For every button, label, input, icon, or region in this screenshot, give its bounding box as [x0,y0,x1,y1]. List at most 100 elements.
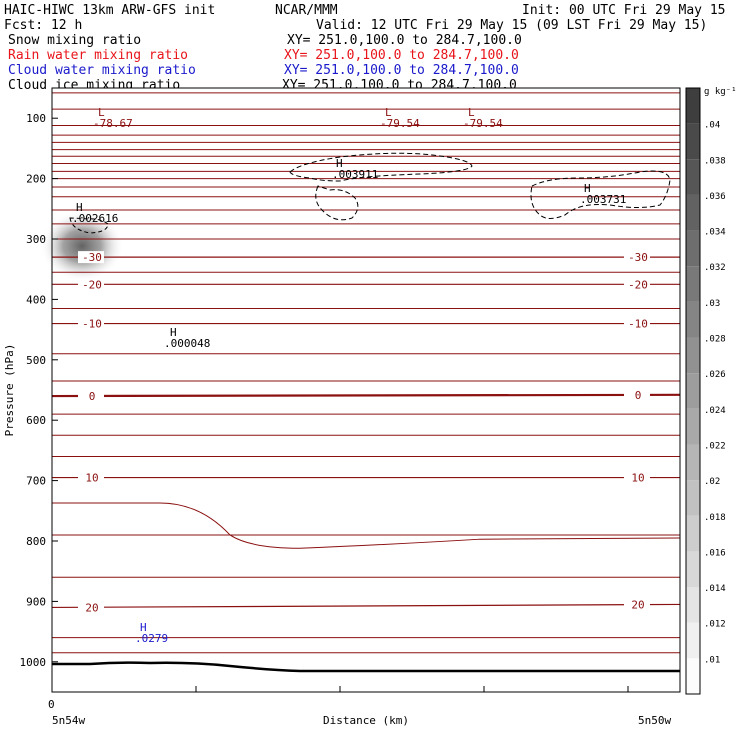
x-axis: 0 5n54w 5n50w Distance (km) [48,686,671,727]
ice-contour-right [530,170,671,219]
y-tick-label: 1000 [20,656,47,669]
colorbar-level: .026 [704,370,726,380]
contour-label-bg [78,251,104,264]
y-tick-label: 500 [26,354,46,367]
colorbar-level: .032 [704,263,726,273]
colorbar-cell [686,194,700,231]
contour-label-bg [624,471,650,484]
colorbar-level: .01 [704,655,720,665]
legend-xy-snow: XY= 251.0,100.0 to 284.7,100.0 [287,33,522,48]
colorbar-cell [686,337,700,374]
colorbar-unit: g kg⁻¹ [704,87,737,97]
colorbar-level: .02 [704,477,720,487]
temperature-contours: -30 -30 -20 -20 -10 -10 0 0 10 10 20 20 [51,251,681,614]
legend-label-snow: Snow mixing ratio [8,33,141,48]
valid-time: Valid: 12 UTC Fri 29 May 15 (09 LST Fri … [316,18,707,33]
forecast-hour: Fcst: 12 h [4,18,82,33]
legend-label-cloud-water: Cloud water mixing ratio [8,63,196,78]
y-tick-label: 800 [26,535,46,548]
colorbar-level: .018 [704,513,726,523]
colorbar-cell [686,480,700,516]
colorbar-cell [686,123,700,160]
figure-title: HAIC-HIWC 13km ARW-GFS init [4,3,215,18]
colorbar-level: .03 [704,299,720,309]
colorbar-level: .04 [704,121,720,131]
colorbar-cell [686,408,700,445]
init-time: Init: 00 UTC Fri 29 May 15 [522,3,726,18]
extreme-value-4: .002616 [72,212,118,225]
y-axis: 100 200 300 400 500 600 700 800 900 1000 [20,112,58,669]
contour-label: 10 [631,472,644,485]
colorbar-cell [686,230,700,267]
extreme-type-1: L [98,106,105,119]
extreme-labels: L -78.67 L -79.54 L -79.54 H .002616 H .… [72,106,626,645]
colorbar-cell [686,515,700,552]
contour-label: 20 [85,601,98,614]
y-axis-title: Pressure (hPa) [3,344,16,437]
contour-label: -10 [628,318,648,331]
legend-xy-cloud-water: XY= 251.0,100.0 to 284.7,100.0 [284,63,519,78]
extreme-value-3: -79.54 [463,117,503,130]
contour-label: 0 [89,390,96,403]
y-tick-label: 400 [26,293,46,306]
extreme-value-8: .0279 [135,632,168,645]
extreme-value-2: -79.54 [380,117,420,130]
x-end-label-right: 5n50w [638,714,671,727]
contour-label: 0 [635,389,642,402]
contour-label: -10 [82,318,102,331]
y-tick-label: 600 [26,414,46,427]
contour-label: -20 [82,278,102,291]
colorbar-cell [686,551,700,588]
colorbar-cell [686,587,700,623]
colorbar-level: .038 [704,156,726,166]
extreme-type-4: H [76,201,83,214]
x-end-label-left: 5n54w [52,714,85,727]
header: HAIC-HIWC 13km ARW-GFS init NCAR/MMM Ini… [4,3,726,93]
y-tick-label: 200 [26,173,46,186]
colorbar-cells: .01 .012 .014 .016 .018 .02 .022 .024 .026 .028 .0… [686,88,726,694]
terrain-line [52,661,680,673]
colorbar-cell [686,266,700,302]
legend-label-rain: Rain water mixing ratio [8,48,188,63]
extreme-type-2: L [385,106,392,119]
extreme-type-6: H [584,182,591,195]
colorbar-level: .016 [704,548,726,558]
extreme-value-5: .003911 [332,168,378,181]
extreme-value-6: .003731 [580,193,626,206]
x-tick-label-0: 0 [48,698,55,711]
colorbar-level: .036 [704,192,726,202]
plot-frame [51,87,681,693]
extreme-type-7: H [170,326,177,339]
extreme-value-1: -78.67 [93,117,133,130]
contour-label-bg [78,278,104,291]
colorbar-level: .022 [704,441,726,451]
contour-label-bg [624,598,650,611]
colorbar-level: .014 [704,584,726,594]
y-tick-label: 900 [26,595,46,608]
temperature-contour [51,603,681,609]
extreme-type-3: L [468,106,475,119]
colorbar-level: .034 [704,228,726,238]
colorbar: g kg⁻¹ .01 .012 .014 .016 .018 .02 .022 .024 .02… [685,87,737,695]
colorbar-level: .012 [704,620,726,630]
colorbar-cell [686,444,700,481]
contour-label-bg [624,251,650,264]
x-axis-title: Distance (km) [323,714,409,727]
snow-shading [40,210,124,282]
contour-label-bg [78,317,104,330]
colorbar-cell [686,301,700,338]
colorbar-level: .028 [704,335,726,345]
contour-label: 10 [85,472,98,485]
extreme-value-7: .000048 [164,337,210,350]
ice-contour-center-lower [315,185,359,221]
contour-label: 20 [631,598,644,611]
plot-area: -30 -30 -20 -20 -10 -10 0 0 10 10 20 20 L -78.67 L … [40,87,681,693]
colorbar-cell [686,159,700,195]
colorbar-cell [686,658,700,694]
contour-label-bg [624,388,650,401]
contour-label-bg [624,278,650,291]
colorbar-cell [686,622,700,659]
legend-xy-rain: XY= 251.0,100.0 to 284.7,100.0 [284,48,519,63]
contour-label: -20 [628,278,648,291]
